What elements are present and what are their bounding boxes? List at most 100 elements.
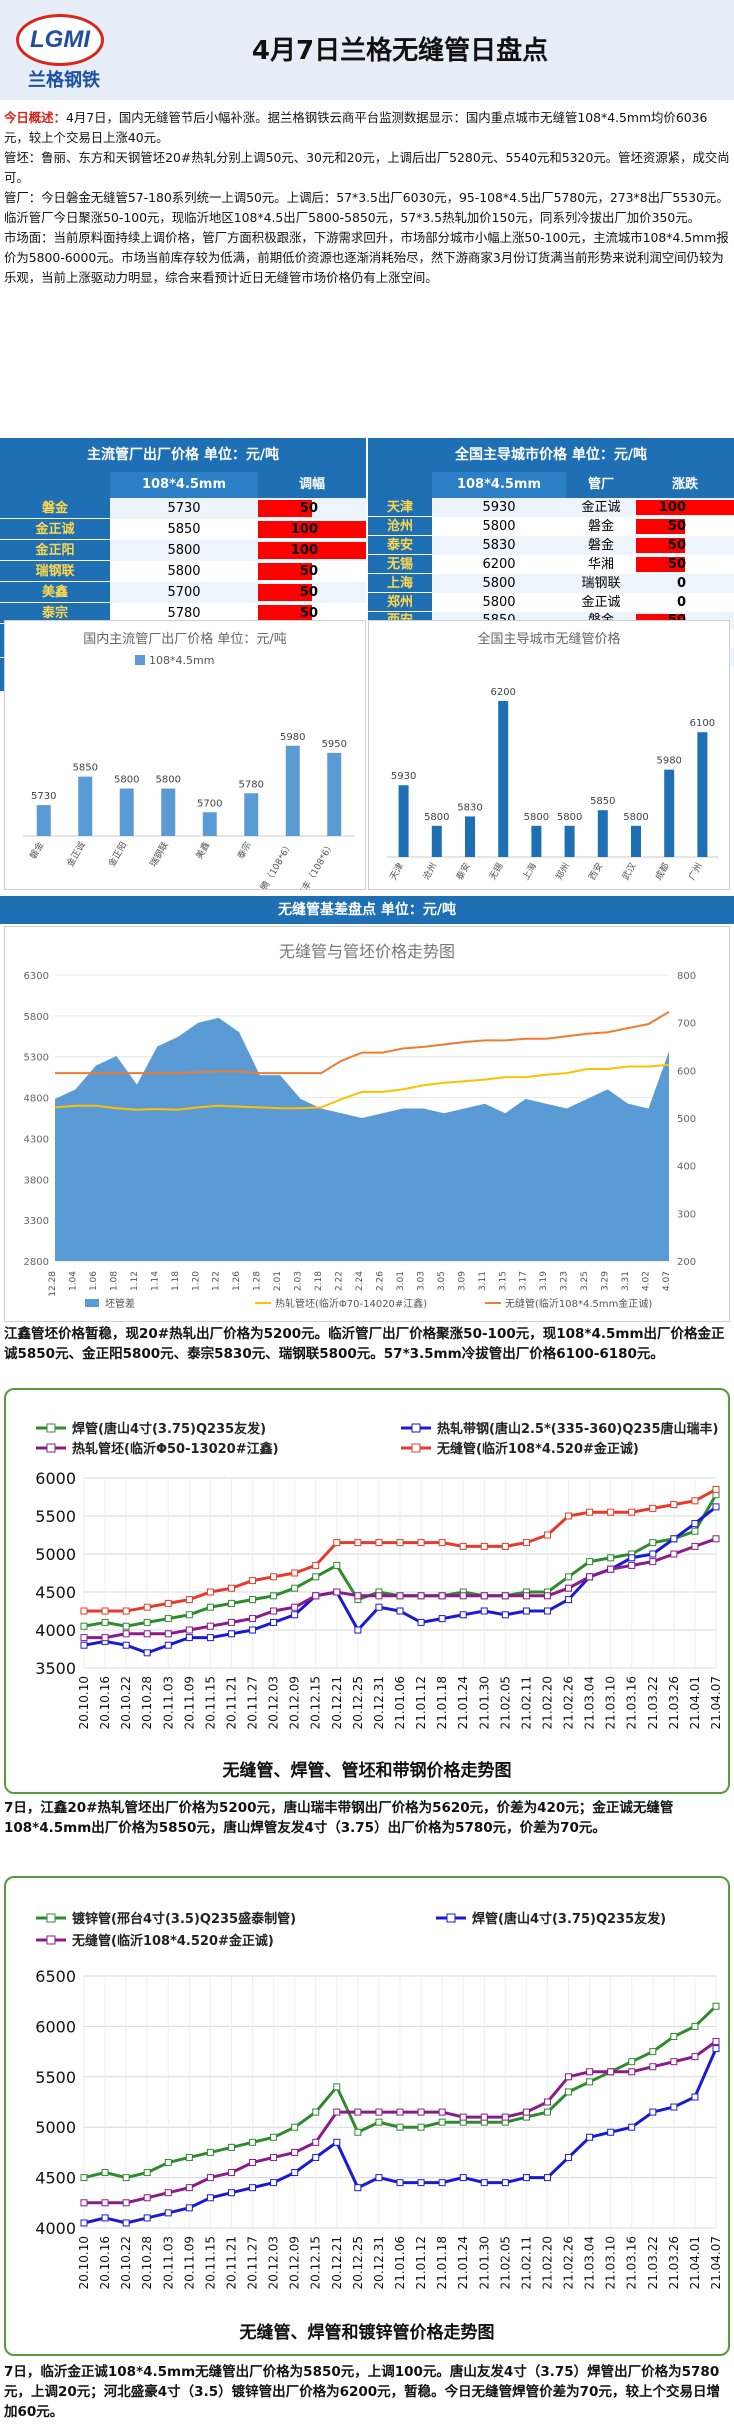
data-point (649, 2108, 657, 2116)
x-tick-label: 3.03 (416, 1271, 426, 1291)
x-tick-label: 21.01.06 (393, 1676, 407, 1729)
x-tick-label: 20.11.15 (203, 1676, 217, 1729)
x-tick-label: 龙腾（108*6） (253, 840, 295, 890)
data-point (164, 1630, 172, 1638)
city-row-mill: 金正诚 (566, 593, 636, 612)
data-point (270, 2153, 278, 2161)
data-point (501, 1611, 509, 1619)
data-point (270, 1573, 278, 1581)
legend-swatch (135, 655, 145, 665)
data-point (649, 1558, 657, 1566)
x-tick-label: 美鑫 (193, 840, 212, 862)
y-tick-left: 4300 (24, 1134, 49, 1145)
data-point (185, 1626, 193, 1634)
y-tick-label: 6000 (35, 1469, 76, 1488)
x-tick-label: 20.12.09 (288, 1676, 302, 1729)
data-point (691, 2022, 699, 2030)
data-point (164, 2209, 172, 2217)
bar-value-label: 5800 (557, 812, 582, 823)
data-point (375, 2118, 383, 2126)
data-point (501, 2113, 509, 2121)
city-row-name: 郑州 (368, 593, 432, 612)
data-point (312, 2153, 320, 2161)
factory-change-bar (258, 584, 312, 601)
data-point (312, 1592, 320, 1600)
factory-row-price: 5800 (110, 561, 258, 582)
intro-p2: 管坯：鲁丽、东方和天钢管坯20#热轧分别上调50元、30元和20元，上调后出厂5… (4, 150, 730, 185)
data-point (628, 1508, 636, 1516)
data-point (227, 1618, 235, 1626)
data-point (691, 2093, 699, 2101)
city-row-change-cell: 50 (636, 536, 734, 555)
data-point (649, 1539, 657, 1547)
data-point (628, 2058, 636, 2066)
data-point (101, 2214, 109, 2222)
city-row-change-cell: 100 (636, 498, 734, 517)
x-tick-label: 20.10.10 (77, 2236, 91, 2289)
data-point (312, 2138, 320, 2146)
city-table-title: 全国主导城市价格 单位：元/吨 (368, 438, 734, 472)
bar (327, 752, 342, 836)
data-point (80, 1607, 88, 1615)
data-point (586, 2133, 594, 2141)
data-point (628, 2068, 636, 2076)
data-point (270, 2133, 278, 2141)
x-tick-label: 21.02.11 (519, 1676, 533, 1729)
data-point (80, 2219, 88, 2227)
data-point (691, 1527, 699, 1535)
data-point (607, 2068, 615, 2076)
bar (161, 788, 176, 836)
data-point (522, 1592, 530, 1600)
bar (465, 816, 475, 857)
factory-change-value: 100 (290, 543, 318, 558)
city-row-mill: 金正诚 (566, 498, 636, 517)
y-tick-label: 4000 (35, 1621, 76, 1640)
header-banner: LGMI 兰格钢铁 4月7日兰格无缝管日盘点 (0, 0, 734, 100)
data-point (122, 2199, 130, 2207)
data-point (206, 1603, 214, 1611)
city-change-value: 0 (676, 576, 686, 591)
legend-label: 无缝管(临沂108*4.520#金正诚) (436, 1441, 639, 1457)
data-point (227, 2169, 235, 2177)
x-tick-label: 1.12 (130, 1271, 140, 1291)
data-point (375, 1592, 383, 1600)
bar (531, 825, 542, 857)
data-point (480, 1542, 488, 1550)
legend-swatch (85, 1299, 99, 1307)
legend-label: 坯管差 (105, 1297, 135, 1310)
data-point (565, 1584, 573, 1592)
data-point (227, 1599, 235, 1607)
bar-value-label: 5800 (114, 775, 139, 786)
legend-marker (46, 1935, 56, 1945)
data-point (354, 1626, 362, 1634)
trend-chart-three: 镀锌管(邢台4寸(3.5)Q235盛泰制管) 焊管(唐山4寸(3.75)Q235友… (4, 1876, 730, 2356)
x-tick-label: 20.12.15 (309, 1676, 323, 1729)
city-change-bar (636, 538, 685, 553)
bar-value-label: 5980 (280, 732, 305, 743)
data-point (249, 2138, 257, 2146)
city-row-name: 天津 (368, 498, 432, 517)
city-row-price: 5800 (432, 593, 566, 612)
x-tick-label: 3.31 (621, 1271, 631, 1291)
data-point (206, 2148, 214, 2156)
city-change-bar (636, 519, 685, 534)
legend-marker (446, 1913, 456, 1923)
data-point (691, 1497, 699, 1505)
legend-label: 108*4.5mm (149, 654, 214, 667)
factory-row-name: 金正诚 (0, 519, 110, 540)
city-row-name: 泰安 (368, 536, 432, 555)
data-point (312, 1561, 320, 1569)
x-tick-label: 1.28 (253, 1271, 263, 1291)
data-point (543, 2108, 551, 2116)
factory-change-bar (258, 563, 312, 580)
bar-value-label: 5800 (623, 812, 648, 823)
data-point (164, 1615, 172, 1623)
data-point (122, 1622, 130, 1630)
factory-row-change-cell: 50 (258, 603, 366, 624)
data-point (270, 1618, 278, 1626)
data-point (586, 1573, 594, 1581)
data-point (291, 2148, 299, 2156)
bar (78, 776, 93, 836)
data-point (417, 2108, 425, 2116)
city-change-value: 0 (676, 595, 686, 610)
